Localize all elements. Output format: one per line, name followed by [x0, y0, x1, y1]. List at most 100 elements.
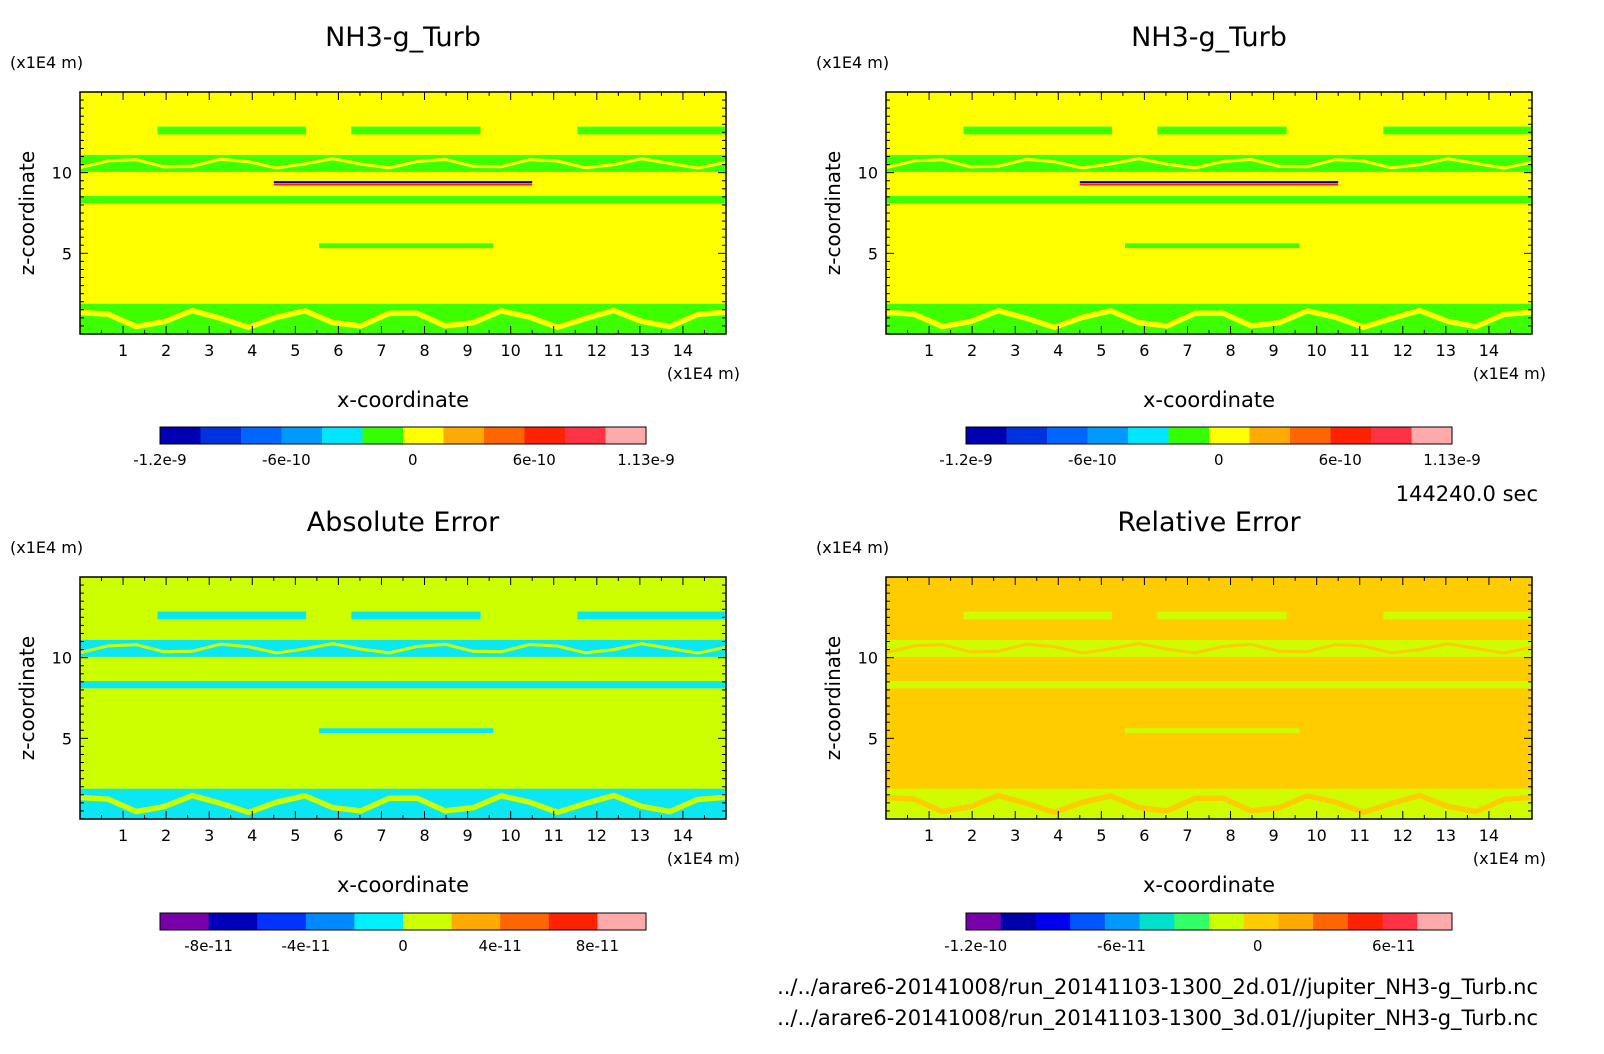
contour-band [886, 788, 1532, 819]
x-tick-label: 8 [419, 826, 429, 845]
x-tick-label: 3 [204, 826, 214, 845]
x-tick-label: 5 [1096, 341, 1106, 360]
colorbar-label: 1.13e-9 [617, 451, 675, 469]
colorbar-label: 8e-11 [576, 937, 619, 955]
contour-band [886, 196, 1532, 204]
colorbar-frame [965, 426, 1453, 445]
x-tick-label: 3 [204, 341, 214, 360]
x-tick-label: 5 [290, 341, 300, 360]
colorbar-swatch [1006, 427, 1048, 444]
colorbar-swatch [1249, 427, 1291, 444]
x-tick-label: 6 [1139, 826, 1149, 845]
x-unit-label: (x1E4 m) [667, 364, 740, 383]
colorbar-swatch [1313, 913, 1349, 930]
colorbar-swatch [403, 913, 453, 930]
colorbar-swatch [1209, 427, 1250, 444]
colorbar-label: -6e-10 [262, 451, 311, 469]
colorbar-swatch [160, 913, 210, 930]
colorbar-label: 6e-10 [1319, 451, 1362, 469]
x-tick-label: 12 [587, 341, 607, 360]
x-tick-label: 2 [161, 341, 171, 360]
y-tick-label: 5 [62, 729, 72, 748]
contour-band [80, 681, 726, 689]
colorbar-swatch [1209, 913, 1245, 930]
chart-panel-2: NH3-g_Turb(x1E4 m)1 2 3 4 5 6 7 8 9 10 11 12 13 14510… [816, 22, 1546, 469]
x-tick-label: 13 [1436, 341, 1456, 360]
anomaly-line [1079, 181, 1339, 184]
y-tick-label: 5 [868, 729, 878, 748]
colorbar-label: -1.2e-10 [944, 937, 1007, 955]
colorbar-swatch [484, 427, 525, 444]
colorbar-swatch [1104, 913, 1141, 930]
colorbar-label: 0 [408, 451, 418, 469]
contour-band [80, 196, 726, 204]
contour-line [885, 792, 1533, 816]
contour-band [157, 126, 307, 135]
x-tick-label: 6 [1139, 341, 1149, 360]
x-tick-label: 10 [500, 826, 520, 845]
x-tick-label: 8 [1225, 341, 1235, 360]
contour-band [80, 788, 726, 819]
colorbar-swatch [597, 913, 647, 930]
x-tick-label: 11 [1350, 826, 1370, 845]
colorbar-swatch [1330, 427, 1372, 444]
contour-band [577, 611, 726, 620]
x-tick-label: 12 [1393, 341, 1413, 360]
colorbar-swatch [1139, 913, 1175, 930]
colorbar-swatch [605, 427, 647, 444]
colorbar-swatch [500, 913, 550, 930]
y-unit-label: (x1E4 m) [816, 538, 889, 557]
y-unit-label: (x1E4 m) [816, 53, 889, 72]
colorbar-swatch [1035, 913, 1071, 930]
colorbar-swatch [966, 913, 1002, 930]
contour-band [577, 126, 726, 135]
x-tick-label: 2 [161, 826, 171, 845]
chart-panel-3: Absolute Error(x1E4 m)1 2 3 4 5 6 7 8 9 10 11 12 13 1… [10, 507, 740, 955]
colorbar-swatch [1087, 427, 1129, 444]
colorbar-label: 0 [398, 937, 408, 955]
colorbar-swatch [362, 427, 404, 444]
contour-line [885, 642, 1533, 655]
x-tick-label: 9 [1269, 826, 1279, 845]
contour-band [319, 243, 494, 249]
x-tick-label: 7 [1182, 341, 1192, 360]
colorbar-swatch [1382, 913, 1418, 930]
x-tick-label: 14 [673, 826, 693, 845]
colorbar-frame [965, 912, 1453, 931]
x-axis-label: x-coordinate [1143, 388, 1275, 412]
x-tick-label: 10 [500, 341, 520, 360]
x-tick-label: 2 [967, 341, 977, 360]
x-tick-label: 3 [1010, 341, 1020, 360]
x-tick-label: 1 [924, 341, 934, 360]
colorbar-swatch [354, 913, 404, 930]
y-axis-label: z-coordinate [15, 636, 39, 760]
x-tick-label: 1 [118, 826, 128, 845]
contour-band [1157, 126, 1287, 135]
colorbar-swatch [1128, 427, 1169, 444]
colorbar-swatch [524, 427, 566, 444]
x-tick-label: 13 [630, 826, 650, 845]
colorbar-swatch [1417, 913, 1453, 930]
x-axis-label: x-coordinate [337, 388, 469, 412]
x-tick-label: 13 [630, 341, 650, 360]
colorbar-frame [159, 912, 647, 931]
y-unit-label: (x1E4 m) [10, 538, 83, 557]
contour-band [886, 303, 1532, 334]
colorbar-swatch [548, 913, 598, 930]
contour-line [885, 157, 1533, 170]
x-unit-label: (x1E4 m) [1473, 849, 1546, 868]
colorbar-swatch [257, 913, 307, 930]
contour-line [79, 307, 727, 331]
file-path-2: ../../arare6-20141008/run_20141103-1300_… [777, 1006, 1538, 1031]
colorbar-label: -1.2e-9 [939, 451, 992, 469]
x-tick-label: 1 [924, 826, 934, 845]
contour-band [319, 728, 494, 734]
x-tick-label: 6 [333, 826, 343, 845]
contour-band [351, 126, 481, 135]
colorbar-label: -1.2e-9 [133, 451, 186, 469]
x-axis-label: x-coordinate [1143, 873, 1275, 897]
contour-band [80, 303, 726, 334]
file-path-1: ../../arare6-20141008/run_20141103-1300_… [777, 975, 1538, 1000]
x-tick-label: 9 [463, 826, 473, 845]
